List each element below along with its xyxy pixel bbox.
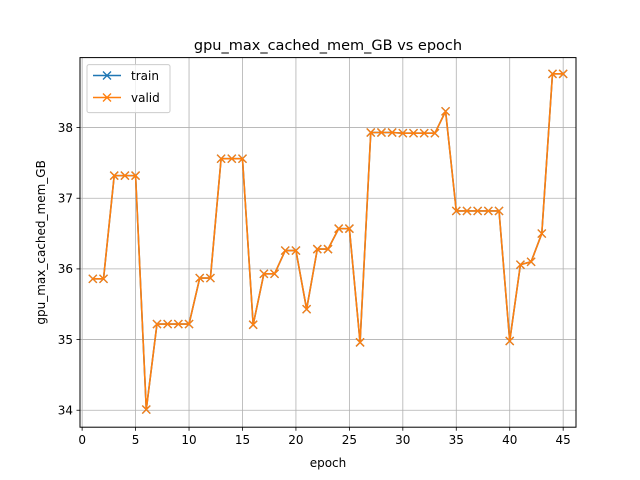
y-axis: 34 35 36 37 38 — [58, 121, 80, 418]
y-tick-label: 34 — [58, 404, 73, 418]
data-point-valid — [355, 337, 365, 347]
data-point-valid — [344, 224, 354, 234]
data-point-valid — [558, 69, 568, 79]
data-point-valid — [259, 269, 269, 279]
data-point-valid — [280, 246, 290, 255]
data-point-valid — [131, 171, 141, 181]
chart-title: gpu_max_cached_mem_GB vs epoch — [194, 38, 462, 54]
data-point-valid — [312, 244, 322, 254]
x-axis: 0 5 10 15 20 25 30 35 40 45 — [78, 427, 571, 447]
data-point-valid — [205, 273, 215, 283]
y-tick-label: 35 — [58, 333, 73, 347]
data-point-valid — [88, 274, 98, 284]
data-point-valid — [430, 128, 440, 138]
grid — [80, 57, 576, 428]
data-point-valid — [548, 69, 557, 79]
data-point-valid — [494, 206, 504, 216]
data-point-valid — [334, 224, 344, 234]
legend-label-valid: valid — [131, 91, 160, 105]
data-point-valid — [451, 206, 461, 216]
data-point-valid — [163, 319, 173, 329]
series-valid — [88, 69, 568, 414]
data-point-valid — [419, 128, 429, 138]
data-point-valid — [537, 229, 547, 239]
data-point-valid — [195, 273, 205, 283]
data-point-valid — [441, 106, 451, 116]
x-tick-label: 25 — [342, 433, 357, 447]
x-tick-label: 0 — [78, 433, 86, 447]
data-point-valid — [248, 320, 258, 330]
data-point-valid — [323, 244, 333, 254]
data-point-valid — [483, 206, 493, 216]
series-layer — [88, 69, 568, 414]
data-point-valid — [515, 260, 525, 270]
data-point-valid — [216, 154, 226, 164]
plot-frame — [79, 57, 577, 428]
x-tick-label: 5 — [132, 433, 140, 447]
data-point-valid — [120, 171, 130, 181]
y-tick-label: 36 — [58, 262, 73, 276]
x-axis-label: epoch — [310, 456, 347, 470]
data-point-valid — [302, 304, 312, 314]
x-tick-label: 10 — [181, 433, 196, 447]
data-point-valid — [152, 319, 162, 329]
data-point-valid — [291, 246, 301, 255]
x-tick-label: 45 — [556, 433, 571, 447]
data-point-valid — [387, 128, 397, 137]
data-point-valid — [473, 206, 483, 216]
data-point-valid — [366, 128, 376, 137]
legend: train valid — [86, 64, 171, 114]
data-point-valid — [398, 128, 408, 138]
data-point-valid — [238, 154, 247, 164]
data-point-valid — [141, 405, 151, 414]
data-point-valid — [270, 269, 280, 279]
data-point-valid — [173, 319, 183, 329]
data-point-valid — [526, 257, 536, 267]
data-point-valid — [409, 128, 418, 138]
x-tick-label: 35 — [449, 433, 464, 447]
y-tick-label: 38 — [58, 121, 73, 135]
x-tick-label: 30 — [395, 433, 410, 447]
data-point-valid — [227, 154, 237, 164]
x-tick-label: 20 — [288, 433, 303, 447]
data-point-valid — [462, 206, 472, 216]
y-axis-label: gpu_max_cached_mem_GB — [34, 160, 48, 324]
legend-label-train: train — [131, 69, 159, 83]
data-point-valid — [505, 336, 515, 346]
x-tick-label: 40 — [502, 433, 517, 447]
data-point-valid — [184, 319, 194, 329]
data-point-valid — [109, 171, 119, 181]
legend-marker-train — [102, 71, 112, 80]
legend-marker-valid — [102, 93, 112, 102]
data-point-valid — [99, 274, 108, 284]
data-point-valid — [376, 128, 386, 137]
x-tick-label: 15 — [235, 433, 250, 447]
y-tick-label: 37 — [58, 192, 73, 206]
